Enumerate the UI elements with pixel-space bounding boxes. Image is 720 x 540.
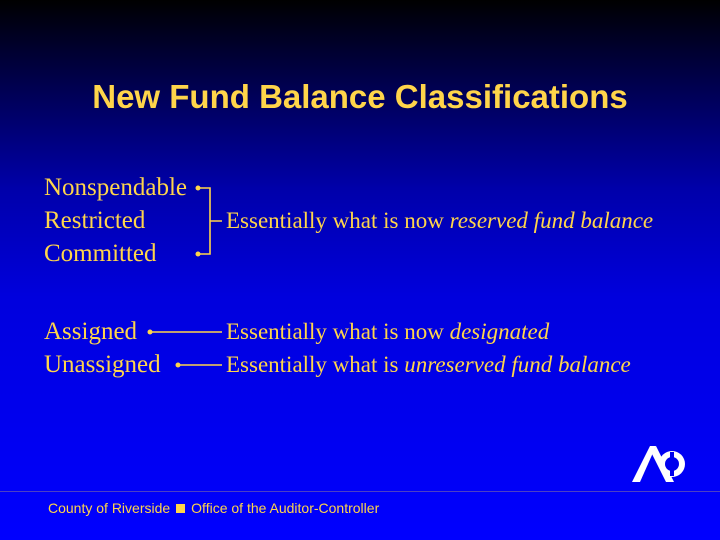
footer-divider (0, 491, 720, 492)
footer-left: County of Riverside (48, 500, 170, 516)
logo-icon (626, 442, 686, 486)
footer: County of Riverside Office of the Audito… (48, 500, 379, 516)
connector-unassigned (0, 0, 720, 540)
footer-right: Office of the Auditor-Controller (191, 500, 379, 516)
footer-square-icon (176, 504, 185, 513)
